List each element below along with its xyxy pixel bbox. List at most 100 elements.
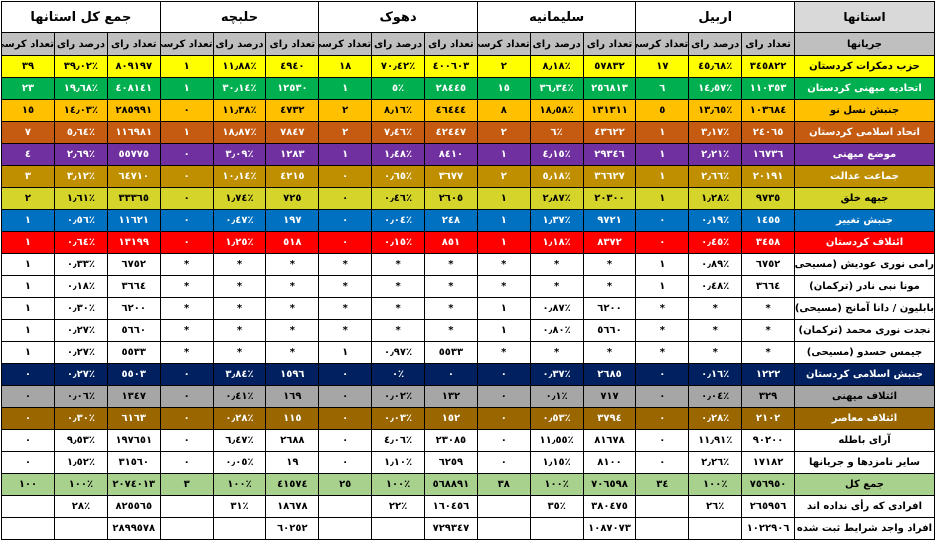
row-name: سایر نامزدها و جریانها [794, 451, 935, 474]
cell: ٪١٫١٨ [529, 231, 584, 254]
cell: * [159, 253, 214, 276]
cell: ٪٢٢ [371, 495, 425, 518]
cell: ١٣٢ [423, 385, 478, 408]
cell: ١١٠٣٥٣ [741, 77, 795, 100]
cell: ١ [1, 319, 55, 342]
cell: ٠ [635, 385, 690, 408]
table-row: افراد واجد شرایط ثبت شده ١٠٢٢٩٠٦ ١٠٨٧٠٧٣ ٧٢… [1, 517, 935, 540]
cell: ٢٣٠٨٥ [423, 429, 478, 452]
cell: ١٠٢٢٩٠٦ [741, 517, 795, 540]
cell: ٪١٩٫٦٨ [53, 77, 108, 100]
cell: * [212, 253, 267, 276]
row-name: جماعت عدالت [794, 165, 935, 188]
table-row: آرای باطله ٩٠٢٠٠ ٪١١٫٩١ ٠ ٨١٦٧٨ ٪١١٫٥٥ ٠ ٢٣٠٨٥ ٪… [1, 429, 935, 452]
cell: ٪٠٫٣٧ [529, 363, 584, 386]
row-name: نجدت نوری محمد (ترکمان) [794, 319, 935, 342]
cell: ١ [318, 143, 373, 166]
cell: ٪٧٫٤٦ [371, 121, 425, 144]
subheader: تعداد کرسی [476, 32, 531, 56]
cell: ٤٩٤٠ [265, 55, 320, 78]
cell: ٤٢٤٤٧ [423, 121, 478, 144]
cell: ١ [1, 209, 55, 232]
cell: ٥٦٨٨٩١ [423, 473, 478, 496]
row-label: جریانها [794, 32, 935, 56]
row-name: جبهه خلق [794, 187, 935, 210]
cell: ١ [1, 253, 55, 276]
province-header: سلیمانیه [476, 1, 637, 33]
cell: ٪٨٫١٦ [371, 99, 425, 122]
cell: ٪١٠٠ [53, 473, 108, 496]
cell: ٢٤٠٦٥ [741, 121, 795, 144]
subheader: تعداد کرسی [635, 32, 690, 56]
cell: * [741, 341, 795, 364]
cell: ٪٣٦٫٣٤ [529, 77, 584, 100]
cell: ٢٨٩٩٥٧٨ [106, 517, 161, 540]
row-name: ائتلاف کردستان [794, 231, 935, 254]
province-header: دهوک [318, 1, 478, 33]
cell: ٥٥٠٣ [106, 363, 161, 386]
cell: ٪٠٫٣٣ [53, 253, 108, 276]
cell: ٩٠٢٠٠ [741, 429, 795, 452]
cell: * [318, 319, 373, 342]
cell: ٨٥١ [423, 231, 478, 254]
cell: ١١٥ [265, 407, 320, 430]
cell: * [423, 297, 478, 320]
cell: ٠ [159, 99, 214, 122]
cell: ٠ [635, 429, 690, 452]
cell: ٪١٤٫٥٧ [688, 77, 743, 100]
cell: ٪٠٫٤٨ [688, 275, 743, 298]
cell: ١٣١٩٩ [106, 231, 161, 254]
table-row: موضع میهنی ١٦٧٣٦ ٪٢٫٢١ ١ ٢٩٣٤٦ ٪٤٫١٥ ١ ٨٤١٠ ٪١٫٤… [1, 143, 935, 166]
cell: ٪١١٫٣٨ [212, 99, 267, 122]
cell: ٢٠١٩١ [741, 165, 795, 188]
table-row: نجدت نوری محمد (ترکمان) * * * ٥٦٦٠ ٪٠٫٨٠ ١ * * * *… [1, 319, 935, 342]
cell: ٪٢٫٨٧ [529, 187, 584, 210]
province-row: استانها اربیل سلیمانیه دهوک حلبچه جمع کل است… [1, 1, 935, 33]
cell: ٪١٠٠ [529, 473, 584, 496]
cell: ٣١٥٦٠ [106, 451, 161, 474]
table-row: ائتلاف کردستان ٣٤٥٨ ٪٠٫٤٥ ٠ ٨٣٧٢ ٪١٫١٨ ١ ٨٥١ ٪٠٫… [1, 231, 935, 254]
cell: ٪٤٫١٥ [529, 143, 584, 166]
cell: ٪٢٦ [688, 495, 743, 518]
cell: * [265, 275, 320, 298]
cell: ٪١٫٥٢ [53, 451, 108, 474]
cell: * [529, 253, 584, 276]
cell: ٢٠٣٠٠ [582, 187, 637, 210]
cell: ١ [1, 231, 55, 254]
cell: ١٦٧٣٦ [741, 143, 795, 166]
table-row: حزب دمکرات کردستان ٣٤٥٨٢٢ ٪٤٥٫٦٨ ١٧ ٥٧٨٣٢ ٪٨٫… [1, 55, 935, 78]
cell: * [476, 253, 531, 276]
cell: ٪٢٫٦٩ [53, 143, 108, 166]
cell: ٪٠٫١٦ [688, 363, 743, 386]
cell: * [212, 319, 267, 342]
cell: ٧٨٤٧ [265, 121, 320, 144]
cell: ٦٢٠٠ [106, 297, 161, 320]
cell: ١ [635, 275, 690, 298]
cell: ١ [476, 231, 531, 254]
cell: ٩٧٣٥ [741, 187, 795, 210]
table-row: اتحاد اسلامی کردستان ٢٤٠٦٥ ٪٣٫١٧ ١ ٤٣٦٢٢ ٪٦ ٢ ٤… [1, 121, 935, 144]
row-name: اتحاد اسلامی کردستان [794, 121, 935, 144]
cell: ٣٤٥٨٢٢ [741, 55, 795, 78]
empty-cell [53, 517, 108, 540]
cell: ٢٤٨ [423, 209, 478, 232]
cell: ٪٠٫٤٧ [212, 209, 267, 232]
cell: ٪١٫١٠ [371, 451, 425, 474]
cell: ٤٦٤٤٤ [423, 99, 478, 122]
table-row: مونا نبی نادر (ترکمان) ٣٦٦٤ ٪٠٫٤٨ ١ * * * * * * * *… [1, 275, 935, 298]
cell: ٪٠٫٠٤ [688, 385, 743, 408]
cell: ٦٧٥٢ [106, 253, 161, 276]
row-name: ائتلاف معاصر [794, 407, 935, 430]
cell: ٪٠٫٠٣ [371, 407, 425, 430]
cell: ١ [1, 275, 55, 298]
cell: ١ [635, 121, 690, 144]
cell: ٣٦٦٤ [741, 275, 795, 298]
table-row: ائتلاف میهنی ٣٢٩ ٪٠٫٠٤ ٠ ٧١٧ ٪٠٫١ ٠ ١٣٢ ٪٠٫٠٢ ٠ ١٦… [1, 385, 935, 408]
cell: * [265, 341, 320, 364]
table-row: افرادی که رأی نداده اند ٢٦٥٩٥٦ ٪٢٦ ٣٨٠٤٧٥ ٪٣… [1, 495, 935, 518]
cell: ٢ [318, 99, 373, 122]
cell: ٦٤٧١٠ [106, 165, 161, 188]
cell: ٢٩٣٤٦ [582, 143, 637, 166]
cell: ٪٠٫٩٧ [371, 341, 425, 364]
cell: ٠ [1, 407, 55, 430]
